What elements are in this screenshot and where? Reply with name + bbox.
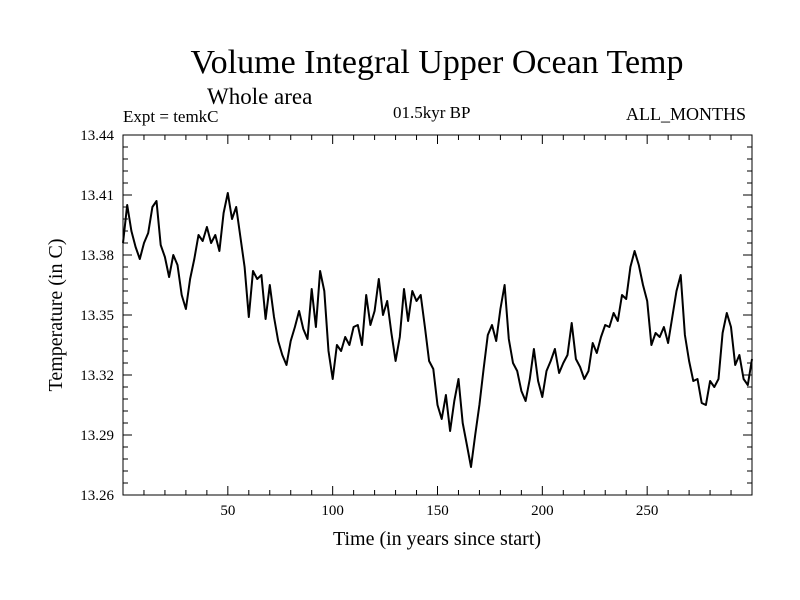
y-tick-label: 13.41 bbox=[80, 188, 114, 204]
x-tick-label: 150 bbox=[426, 503, 449, 519]
y-axis-title: Temperature (in C) bbox=[45, 239, 67, 392]
x-tick-label: 200 bbox=[531, 503, 554, 519]
tick-labels-layer: 50 100 150 200 250 13.26 13.29 13.32 13.35 13.38 1… bbox=[80, 128, 658, 519]
plot-frame bbox=[122, 134, 753, 496]
y-tick-label: 13.26 bbox=[80, 488, 114, 504]
x-axis-title: Time (in years since start) bbox=[333, 528, 541, 550]
y-tick-label: 13.38 bbox=[80, 248, 114, 264]
y-tick-label: 13.35 bbox=[80, 308, 114, 324]
chart-subtitle: Whole area bbox=[207, 84, 313, 109]
ticks-layer bbox=[123, 135, 752, 495]
experiment-label: Expt = temkC bbox=[123, 107, 219, 126]
x-tick-label: 100 bbox=[321, 503, 344, 519]
x-tick-label: 50 bbox=[220, 503, 235, 519]
y-tick-label: 13.44 bbox=[80, 128, 114, 144]
period-label: 01.5kyr BP bbox=[393, 103, 471, 122]
series-line bbox=[122, 192, 753, 468]
x-tick-label: 250 bbox=[636, 503, 659, 519]
chart-title: Volume Integral Upper Ocean Temp bbox=[190, 44, 684, 81]
y-tick-label: 13.32 bbox=[80, 368, 114, 384]
y-tick-label: 13.29 bbox=[80, 428, 114, 444]
months-label: ALL_MONTHS bbox=[626, 104, 746, 124]
